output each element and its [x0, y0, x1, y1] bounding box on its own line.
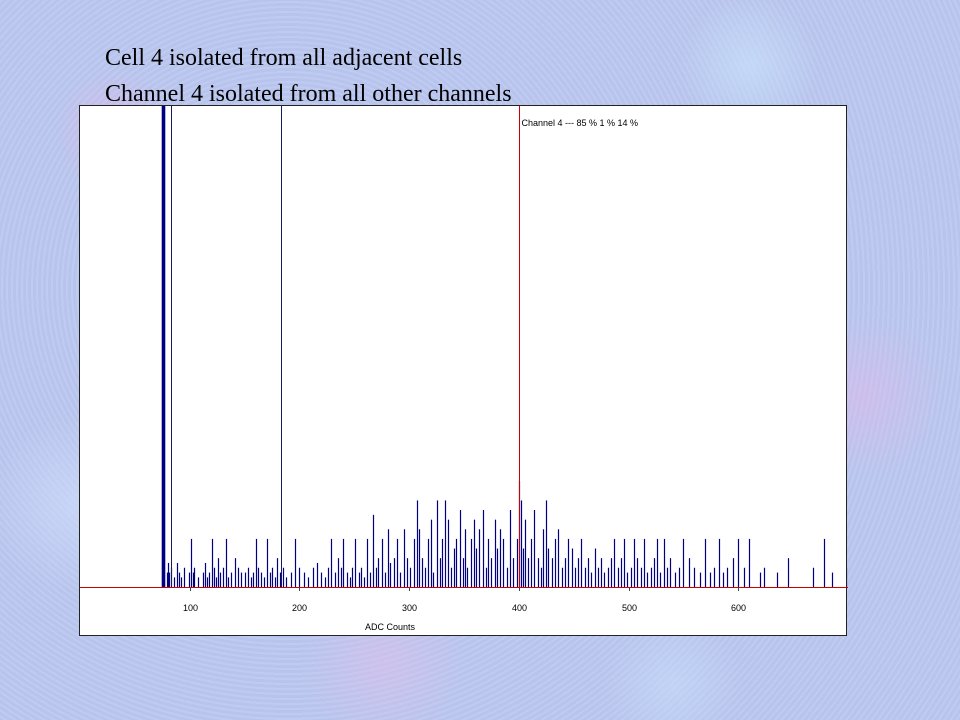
histogram-svg: 100 200 300 400 500 600 Channel 4 --- 85 % 1 …: [80, 106, 848, 632]
x-tick-label: 400: [512, 603, 527, 613]
x-tick-label: 500: [622, 603, 637, 613]
x-tick-label: 200: [292, 603, 307, 613]
title-line-2: Channel 4 isolated from all other channe…: [105, 81, 512, 107]
reference-lines: [171, 106, 282, 587]
x-tick-label: 300: [402, 603, 417, 613]
x-axis-label: ADC Counts: [365, 622, 416, 632]
x-tick-label: 100: [183, 603, 198, 613]
slide-title: Cell 4 isolated from all adjacent cells …: [105, 40, 512, 112]
channel-annotation: Channel 4 --- 85 % 1 % 14 %: [522, 118, 639, 128]
histogram-bars: [161, 106, 848, 587]
title-line-1: Cell 4 isolated from all adjacent cells: [105, 45, 463, 71]
x-axis-ticks: 100 200 300 400 500 600: [183, 587, 746, 613]
x-tick-label: 600: [731, 603, 746, 613]
histogram-plot: 100 200 300 400 500 600 Channel 4 --- 85 % 1 …: [79, 105, 848, 636]
